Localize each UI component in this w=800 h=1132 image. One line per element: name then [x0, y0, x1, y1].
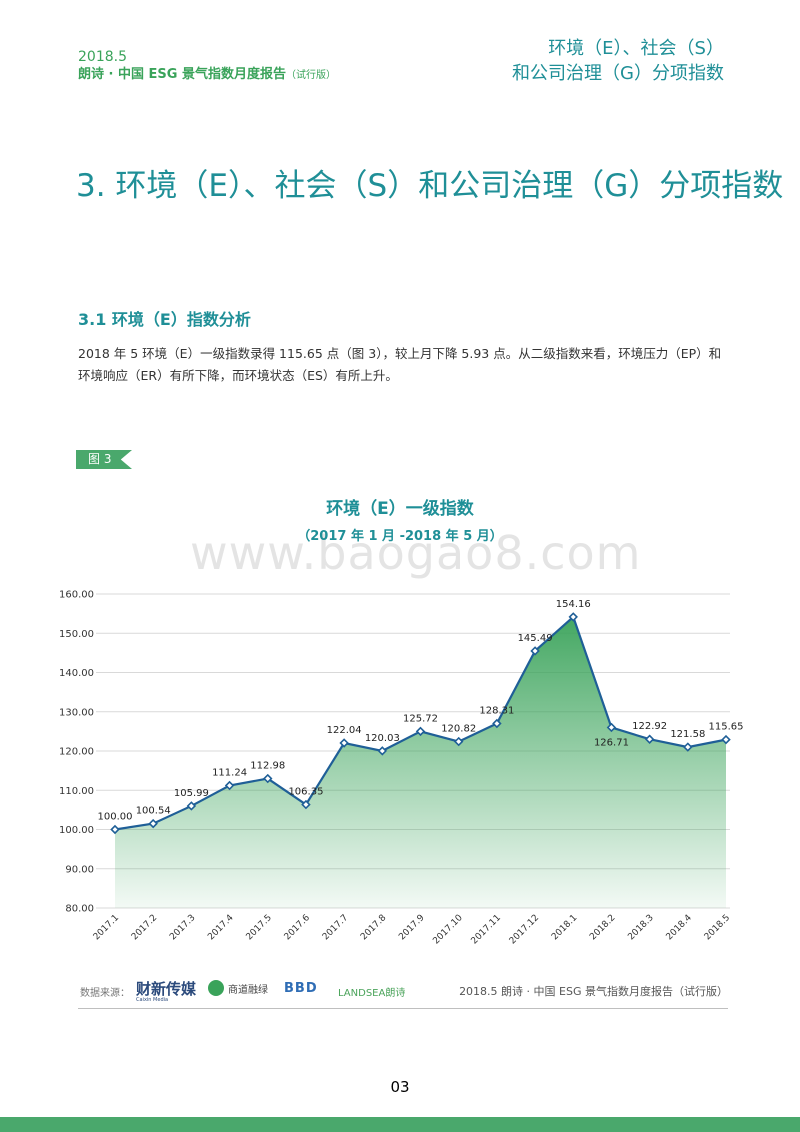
data-point: [263, 773, 273, 784]
figure-tag: 图 3: [76, 450, 132, 469]
data-point: [110, 824, 120, 835]
report-tag: （试行版）: [285, 70, 336, 81]
data-label: 100.00: [98, 812, 133, 823]
data-label: 128.31: [479, 706, 514, 717]
data-point: [224, 780, 235, 791]
x-tick-label: 2017.10: [431, 913, 465, 947]
x-tick-label: 2018.4: [665, 913, 695, 943]
data-label: 145.49: [518, 633, 553, 644]
source-label: 数据来源：: [80, 988, 130, 999]
subsection-title: 3.1 环境（E）指数分析: [78, 310, 251, 329]
x-tick-label: 2017.2: [130, 913, 159, 942]
data-point: [530, 646, 540, 656]
x-tick-label: 2018.5: [703, 913, 732, 942]
data-point: [721, 734, 731, 745]
x-tick-label: 2018.2: [588, 913, 617, 942]
data-point: [415, 726, 426, 737]
data-label: 111.24: [212, 768, 247, 779]
marks-layer: [110, 612, 731, 835]
syntao-logo: 商道融绿: [204, 980, 268, 996]
y-tick-label: 80.00: [65, 904, 94, 915]
header-date: 2018.5: [78, 49, 127, 65]
data-label: 105.99: [174, 788, 209, 799]
x-tick-label: 2017.6: [283, 913, 313, 943]
header-report-name: 朗诗 · 中国 ESG 景气指数月度报告（试行版）: [78, 66, 336, 85]
data-point: [186, 801, 197, 811]
caixin-logo-sub: Caixin Media: [136, 997, 169, 1003]
y-tick-label: 150.00: [59, 629, 94, 640]
data-label: 120.03: [365, 733, 400, 744]
data-label: 106.35: [288, 787, 323, 798]
y-tick-label: 160.00: [59, 590, 94, 601]
data-point: [606, 722, 617, 733]
syntao-logo-text: 商道融绿: [228, 984, 268, 996]
data-point: [568, 612, 578, 622]
x-tick-label: 2017.1: [92, 913, 121, 942]
x-tick-label: 2017.4: [206, 913, 236, 943]
landsea-logo: LANDSEA朗诗: [338, 988, 406, 999]
x-tick-label: 2018.3: [626, 913, 655, 942]
data-label: 154.16: [556, 599, 591, 610]
data-point: [683, 742, 693, 752]
header-right-line2: 和公司治理（G）分项指数: [512, 63, 724, 84]
y-tick-label: 120.00: [59, 747, 94, 758]
data-label: 100.54: [136, 806, 171, 817]
data-label: 122.92: [632, 721, 667, 732]
header-right: 环境（E）、社会（S） 和公司治理（G）分项指数: [512, 36, 724, 86]
data-point: [148, 818, 158, 829]
data-point: [339, 738, 349, 748]
y-tick-label: 140.00: [59, 668, 94, 679]
report-name: 朗诗 · 中国 ESG 景气指数月度报告: [78, 67, 286, 82]
x-tick-label: 2017.7: [321, 913, 350, 942]
caixin-logo-text: 财新传媒: [136, 980, 197, 998]
caixin-logo: 财新传媒 Caixin Media: [136, 978, 196, 1003]
data-label: 121.58: [670, 729, 705, 740]
area-layer: [114, 615, 727, 908]
x-tick-label: 2017.12: [508, 913, 541, 946]
data-point: [492, 718, 502, 729]
y-tick-label: 130.00: [59, 707, 94, 718]
footer-divider: [78, 1008, 728, 1009]
x-tick-label: 2017.8: [359, 913, 389, 943]
syntao-logo-icon: [208, 980, 224, 996]
y-tick-label: 90.00: [65, 864, 94, 875]
x-tick-label: 2018.1: [550, 913, 579, 942]
header-right-line1: 环境（E）、社会（S）: [548, 38, 724, 59]
bottom-bar: [0, 1117, 800, 1132]
chart-subtitle: （2017 年 1 月 -2018 年 5 月）: [297, 528, 503, 544]
data-label: 126.71: [594, 737, 629, 748]
y-tick-label: 100.00: [59, 825, 94, 836]
chart-title: 环境（E）一级指数: [326, 498, 475, 519]
data-label: 120.82: [441, 724, 476, 735]
data-label: 112.98: [250, 761, 285, 772]
data-point: [301, 799, 311, 810]
x-tick-label: 2017.5: [245, 913, 274, 942]
data-point: [377, 746, 388, 756]
x-tick-label: 2017.9: [397, 913, 427, 943]
header-left: 2018.5 朗诗 · 中国 ESG 景气指数月度报告（试行版）: [78, 48, 336, 85]
body-paragraph: 2018 年 5 环境（E）一级指数录得 115.65 点（图 3），较上月下降…: [78, 346, 722, 383]
data-label: 115.65: [709, 722, 744, 733]
section-title: 3. 环境（E）、社会（S）和公司治理（G）分项指数: [76, 168, 784, 204]
data-point: [453, 736, 464, 747]
data-point: [644, 734, 655, 744]
data-label: 122.04: [327, 725, 362, 736]
x-tick-label: 2017.11: [470, 913, 503, 946]
area-chart: 环境（E）一级指数 （2017 年 1 月 -2018 年 5 月） 80.00…: [59, 498, 744, 947]
x-tick-label: 2017.3: [168, 913, 197, 942]
watermark: www.baogao8.com: [190, 526, 642, 580]
y-tick-label: 110.00: [59, 786, 94, 797]
area-fill: [115, 616, 726, 908]
page-number: 03: [390, 1078, 410, 1096]
data-label: 125.72: [403, 713, 438, 724]
footer-report-name: 2018.5 朗诗 · 中国 ESG 景气指数月度报告（试行版）: [459, 985, 728, 998]
bbd-logo: BBD: [284, 981, 318, 996]
